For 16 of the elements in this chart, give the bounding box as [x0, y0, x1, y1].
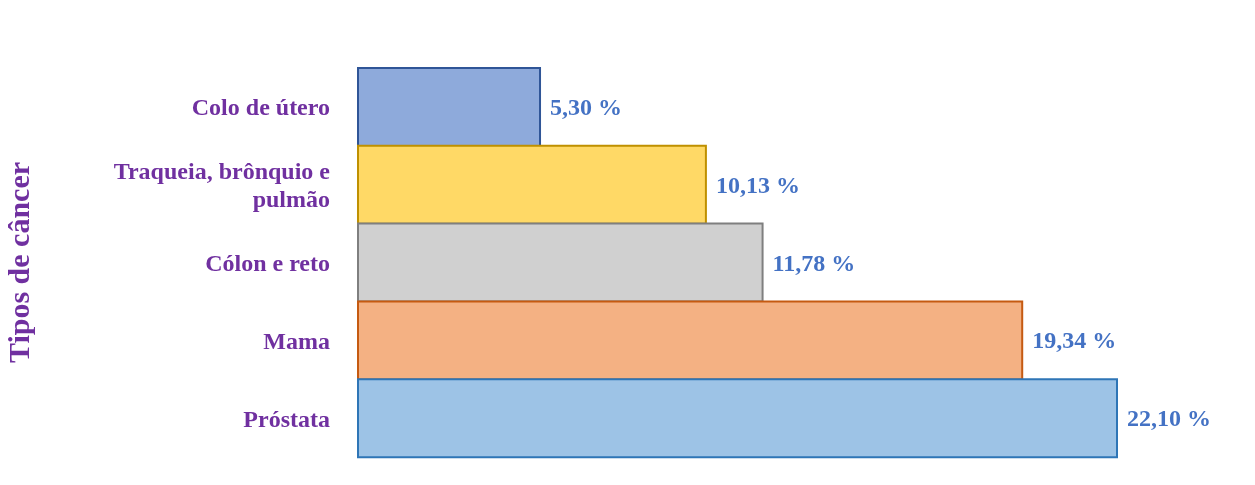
bar — [357, 144, 707, 225]
bar — [357, 300, 1024, 381]
bar — [357, 67, 542, 147]
y-axis-title: Tipos de câncer — [1, 161, 35, 364]
y-tick-label: Cólon e reto — [205, 249, 330, 276]
data-label: 22,10 % — [1127, 405, 1211, 432]
data-label: 19,34 % — [1032, 327, 1117, 354]
bar — [357, 378, 1118, 459]
y-tick-label: Próstata — [243, 405, 330, 432]
bar — [357, 222, 764, 303]
y-tick-label: Colo de útero — [191, 94, 330, 121]
data-label: 11,78 % — [772, 249, 856, 276]
data-label: 5,30 % — [550, 94, 623, 120]
y-tick-label: Traqueia, brônquio e pulmão — [113, 158, 331, 212]
data-label: 10,13 % — [715, 171, 800, 198]
y-tick-label: Mama — [263, 327, 330, 354]
